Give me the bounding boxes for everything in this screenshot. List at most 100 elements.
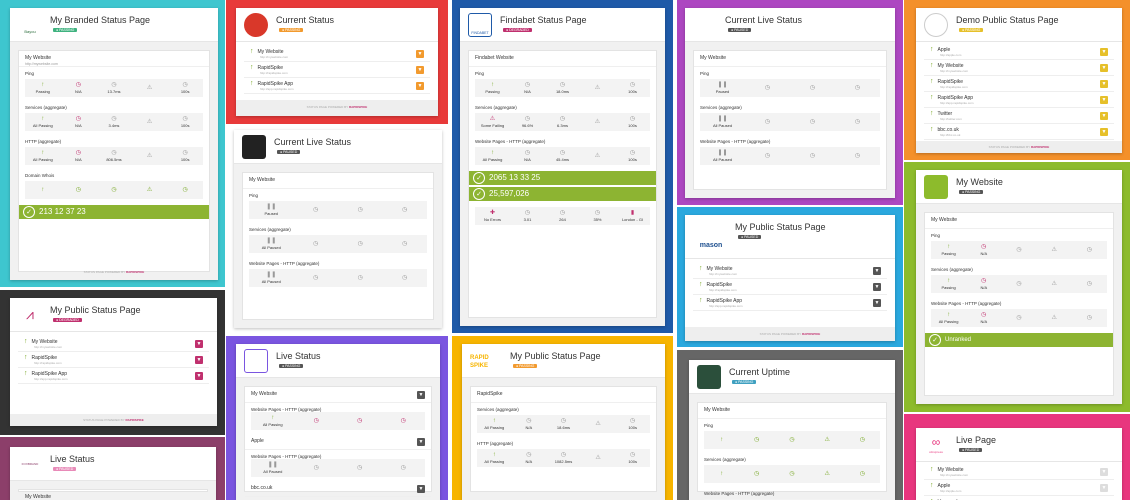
chevron-down-icon[interactable]: ▼ (873, 298, 881, 307)
monitor-header[interactable]: My Website (925, 213, 1113, 229)
stat-icon: ◷ (630, 452, 636, 458)
stat-icon: ↑ (492, 418, 496, 424)
stat-value: 35% (593, 217, 602, 222)
monitor-row[interactable]: ↑ Twitter http://twitter.com ▼ (924, 108, 1114, 124)
monitor-header[interactable]: My Website http://mywebsite.com (19, 51, 209, 67)
monitor-row[interactable]: ↑ RapidSpike http://rapidspike.com ▼ (18, 352, 209, 368)
service-name: Ping (25, 71, 35, 76)
service-name: HTTP (aggregate) (477, 441, 514, 446)
stat-icon: ◷ (524, 116, 531, 122)
stats-row: ↑ All Passing ◷ N/A ◷ 3.4ms ⚠ ◷ 100s (25, 113, 203, 131)
clock-icon: ◷ (357, 275, 363, 281)
chevron-down-icon[interactable]: ▼ (1100, 467, 1108, 476)
monitor-row[interactable]: ↑ RapidSpike http://rapidspike.com ▼ (924, 76, 1114, 92)
monitor-row[interactable]: ↑ RapidSpike http://rapidspike.com ▼ (244, 62, 430, 78)
monitor-row[interactable]: ↑ Apple http://apple.com ▼ (924, 44, 1114, 60)
stat-icon: ↑ (947, 312, 951, 318)
stat-value: All Passing (484, 459, 505, 464)
chevron-down-icon[interactable]: ▼ (873, 282, 881, 291)
monitor-row[interactable]: ↑ My Website http://mywebsite.com ▼ (18, 336, 209, 352)
monitor-header[interactable]: My Website (694, 51, 886, 67)
monitor-row[interactable]: ↑ RapidSpike App http://app.rapidspike.com… (924, 92, 1114, 108)
monitor-row[interactable]: ↑ RapidSpike App http://app.rapidspike.com… (244, 78, 430, 94)
countdown-bar: ✓ 213 12 37 23 (19, 205, 209, 219)
chevron-down-icon[interactable]: ▼ (1100, 63, 1108, 72)
tile-findabet: FINDABET Findabet Status Page ● DEGRADED… (452, 0, 673, 333)
clock-icon: ◷ (402, 241, 408, 247)
chevron-down-icon[interactable]: ▼ (1100, 483, 1108, 492)
monitor-header[interactable]: My Website ▼ (245, 387, 431, 403)
chevron-down-icon[interactable]: ▼ (873, 266, 881, 275)
chevron-down-icon[interactable]: ▼ (1100, 47, 1108, 56)
service-block: Services (aggregate) ⚠ Some Failing ◷ 96.6% ◷… (469, 101, 656, 135)
monitor-row[interactable]: ↑ My Website http://mywebsite.com ▼ (924, 60, 1114, 76)
pause-icon: ❚❚ (717, 82, 728, 88)
clock-icon: ◷ (357, 465, 363, 471)
monitor-url: http://mywebsite.com (940, 473, 969, 477)
chevron-down-icon[interactable]: ▼ (195, 339, 203, 348)
monitor-url: http://rapidspike.com (709, 288, 737, 292)
chevron-down-icon[interactable]: ▼ (195, 355, 203, 364)
monitor-name: My Website (257, 48, 284, 55)
stat-icon: ⚠ (146, 84, 153, 91)
stat-value: N/A (75, 123, 82, 128)
monitor-name: Twitter (937, 110, 953, 117)
tile-live-status-violet: Live Status ● PASSING My Website ▼ Website… (226, 336, 448, 500)
rank-bar: ✓ Unranked (925, 333, 1113, 347)
stat-value: 45.4ms (555, 157, 570, 162)
monitor-row[interactable]: ↑ My Website http://mywebsite.com ▼ (244, 46, 430, 62)
stats-row: ↑ ◷ ◷ ⚠ ◷ (704, 431, 880, 449)
chevron-down-icon[interactable]: ▼ (195, 371, 203, 380)
stat-value: All Passing (938, 319, 959, 324)
brand-logo (697, 365, 721, 389)
monitor-header[interactable]: Apple ▼ (245, 434, 431, 450)
tile-rapidspike: RAPID SPIKE My Public Status Page ● PASS… (452, 336, 673, 500)
status-badge: ● PASSING (279, 28, 304, 32)
monitor-row[interactable]: ↑ My Website http://mywebsite.com ▼ (924, 464, 1114, 480)
stat-cell: ⚠ (580, 153, 615, 160)
stat-icon: ◷ (111, 150, 117, 156)
stat-cell: ⚠ Some Failing (475, 116, 510, 128)
monitor-url: http://rapidspike.com (34, 361, 62, 365)
chevron-down-icon[interactable]: ▼ (1100, 79, 1108, 88)
chevron-down-icon[interactable]: ▼ (417, 391, 425, 399)
stat-icon: ↑ (492, 452, 496, 458)
chevron-down-icon[interactable]: ▼ (1100, 111, 1108, 120)
chevron-down-icon[interactable]: ▼ (417, 438, 425, 446)
status-badge: ● PASSING (53, 28, 78, 32)
monitor-row[interactable]: ↑ My Website http://mywebsite.com ▼ (693, 263, 887, 279)
stat-value: Passing (485, 89, 500, 94)
monitor-row[interactable]: ↑ RapidSpike App http://app.rapidspike.com… (18, 368, 209, 384)
stat-cell: ⚠ (1037, 247, 1072, 254)
stat-cell: ◷ 13.7ms (96, 82, 132, 94)
monitor-header[interactable]: bbc.co.uk ▼ (245, 481, 431, 497)
chevron-down-icon[interactable]: ▼ (1100, 95, 1108, 104)
clock-icon: ◷ (854, 119, 861, 125)
chevron-down-icon[interactable]: ▼ (1100, 127, 1108, 136)
stat-cell: ↑ All Passing (25, 116, 61, 128)
monitor-header[interactable]: RapidSpike (471, 387, 656, 403)
monitor-name: RapidSpike (706, 281, 733, 288)
stats-row: ❚❚ All Paused ◷ ◷ ◷ (249, 269, 427, 287)
service-name: Services (aggregate) (477, 407, 519, 412)
monitor-row[interactable]: ↑ RapidSpike http://rapidspike.com ▼ (693, 279, 887, 295)
monitor-header[interactable]: My Website (19, 490, 207, 500)
stat-icon: ◷ (75, 82, 82, 88)
monitor-row[interactable]: ↑ RapidSpike App http://app.rapidspike.com… (693, 295, 887, 311)
service-block: HTTP (aggregate) ↑ All Passing ◷ N/A ◷ 806.5ms… (19, 135, 209, 169)
monitor-header[interactable]: Findabet Website (469, 51, 656, 67)
stat-cell: ◷ 18.0ms (545, 82, 580, 94)
monitor-header[interactable]: My Website (243, 173, 433, 189)
stats-row: ⚠ Some Failing ◷ 96.6% ◷ 6.3ms ⚠ ◷ 100s (475, 113, 650, 131)
chevron-down-icon[interactable]: ▼ (416, 65, 424, 74)
chevron-down-icon[interactable]: ▼ (417, 485, 425, 493)
service-block: Website Pages - HTTP (aggregate) ❚❚ All Pa… (245, 450, 431, 481)
monitor-row[interactable]: ↑ Apple http://apple.com ▼ (924, 480, 1114, 496)
chevron-down-icon[interactable]: ▼ (416, 81, 424, 90)
stat-value: N/A (980, 251, 988, 256)
clock-icon: ◷ (313, 241, 319, 247)
chevron-down-icon[interactable]: ▼ (416, 49, 424, 58)
monitor-header[interactable]: My Website (698, 403, 886, 419)
